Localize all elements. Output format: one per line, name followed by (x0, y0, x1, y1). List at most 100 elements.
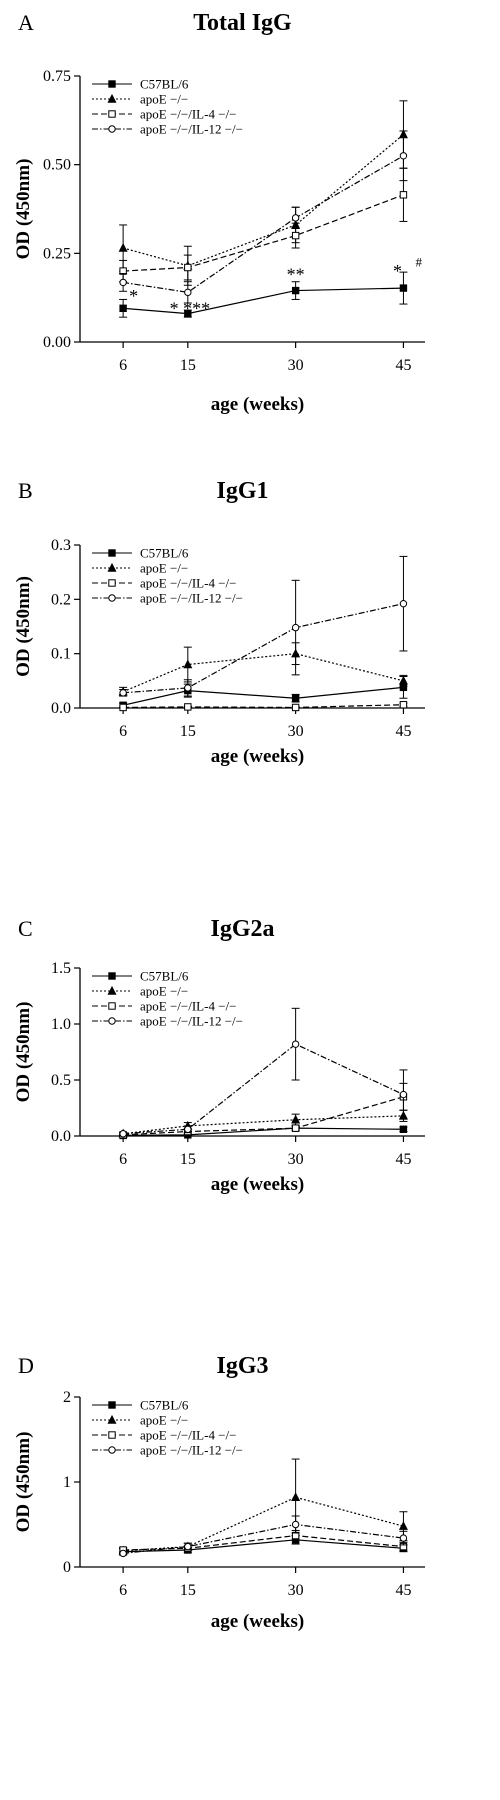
x-tick-label: 30 (288, 1582, 304, 1599)
data-point (398, 1521, 408, 1530)
data-point (399, 1090, 408, 1099)
legend-label: C57BL/6 (140, 77, 189, 92)
data-point (398, 675, 408, 685)
legend-label: apoE −/−/IL-12 −/− (140, 1014, 243, 1029)
data-point (291, 214, 300, 222)
series-3 (119, 555, 408, 697)
data-point (291, 1492, 301, 1501)
y-tick-label: 0.2 (51, 591, 71, 608)
series-2 (119, 701, 408, 712)
y-tick-label: 0.0 (51, 700, 71, 717)
y-tick-label: 0 (63, 1559, 71, 1576)
series-0 (119, 1535, 408, 1556)
data-point (399, 1534, 408, 1542)
y-tick-label: 1 (63, 1474, 71, 1491)
legend-marker (108, 80, 116, 88)
legend-label: apoE −/− (140, 1413, 188, 1428)
data-point (399, 599, 408, 608)
y-axis-label: OD (450nm) (13, 576, 34, 677)
legend-marker (108, 1002, 116, 1010)
data-point (291, 1124, 300, 1132)
panel-b: B IgG1 0.0 0.1 0.2 0.3 6 15 30 45 age (weeks) OD (4… (13, 478, 425, 767)
series-line (123, 287, 404, 315)
x-tick-label: 45 (395, 723, 411, 740)
series-line (123, 1115, 404, 1135)
y-tick-label: 1.0 (51, 1016, 71, 1033)
legend-label: C57BL/6 (140, 969, 189, 984)
data-point (399, 284, 408, 292)
y-tick-label: 1.5 (51, 960, 71, 977)
legend-label: apoE −/− (140, 561, 188, 576)
data-point (399, 1125, 408, 1133)
significance-annotation: * *** (170, 298, 211, 318)
series-line (122, 686, 404, 706)
series-line (122, 653, 404, 693)
series-3 (119, 1007, 408, 1138)
x-tick-label: 45 (395, 357, 411, 374)
data-point (183, 659, 193, 669)
x-tick-label: 30 (288, 357, 304, 374)
legend-marker (108, 594, 116, 602)
x-tick-label: 15 (180, 1582, 196, 1599)
y-axis-label: OD (450nm) (13, 159, 34, 260)
series-line (123, 1534, 404, 1551)
x-axis-label: age (weeks) (211, 1174, 304, 1195)
series-line (123, 1096, 404, 1136)
y-tick-label: 0.50 (43, 157, 71, 174)
series-3 (119, 130, 408, 304)
legend-marker (108, 972, 116, 980)
legend-marker (108, 579, 116, 587)
series-line (123, 155, 404, 293)
x-tick-label: 15 (180, 1151, 196, 1168)
data-point (119, 304, 127, 313)
legend-label: apoE −/−/IL-12 −/− (140, 122, 243, 137)
series-1 (118, 642, 408, 697)
legend-marker (107, 1414, 117, 1424)
data-point (291, 703, 300, 712)
y-tick-label: 0.1 (51, 646, 71, 663)
data-point (184, 703, 192, 711)
data-point (399, 152, 408, 160)
y-axis-label: OD (450nm) (13, 1002, 34, 1103)
data-point (184, 288, 192, 297)
series-line (123, 1043, 404, 1135)
legend-label: apoE −/−/IL-4 −/− (140, 1428, 236, 1443)
x-tick-label: 30 (288, 1151, 304, 1168)
data-point (119, 703, 127, 712)
legend-marker (108, 1446, 116, 1454)
series-2 (119, 167, 408, 283)
y-tick-label: 0.25 (43, 245, 71, 262)
legend-label: apoE −/−/IL-12 −/− (140, 591, 243, 606)
data-point (119, 1549, 127, 1558)
x-tick-label: 6 (119, 1582, 127, 1599)
series-line (122, 134, 404, 267)
chart-title: IgG1 (216, 478, 268, 504)
legend-label: apoE −/−/IL-4 −/− (140, 999, 236, 1014)
x-axis-label: age (weeks) (211, 746, 304, 767)
series-3 (119, 1515, 408, 1558)
y-tick-label: 0.5 (51, 1072, 71, 1089)
data-point (184, 684, 192, 692)
x-tick-label: 30 (288, 723, 304, 740)
data-point (119, 689, 127, 697)
data-point (291, 623, 300, 632)
panel-d: D IgG3 0 1 2 6 15 30 45 age (weeks) OD (450nm) C57B… (13, 1353, 425, 1632)
x-tick-label: 6 (119, 1151, 127, 1168)
significance-annotation: * (393, 261, 402, 281)
series-0 (119, 271, 408, 318)
legend-label: apoE −/−/IL-12 −/− (140, 1443, 243, 1458)
data-point (291, 694, 300, 702)
legend-marker (108, 125, 116, 133)
x-tick-label: 6 (119, 723, 127, 740)
data-point (184, 1125, 192, 1133)
legend-label: C57BL/6 (140, 1398, 189, 1413)
x-axis-label: age (weeks) (211, 1611, 304, 1632)
data-point (118, 242, 128, 252)
data-point (119, 1130, 127, 1138)
legend-marker (107, 93, 117, 103)
